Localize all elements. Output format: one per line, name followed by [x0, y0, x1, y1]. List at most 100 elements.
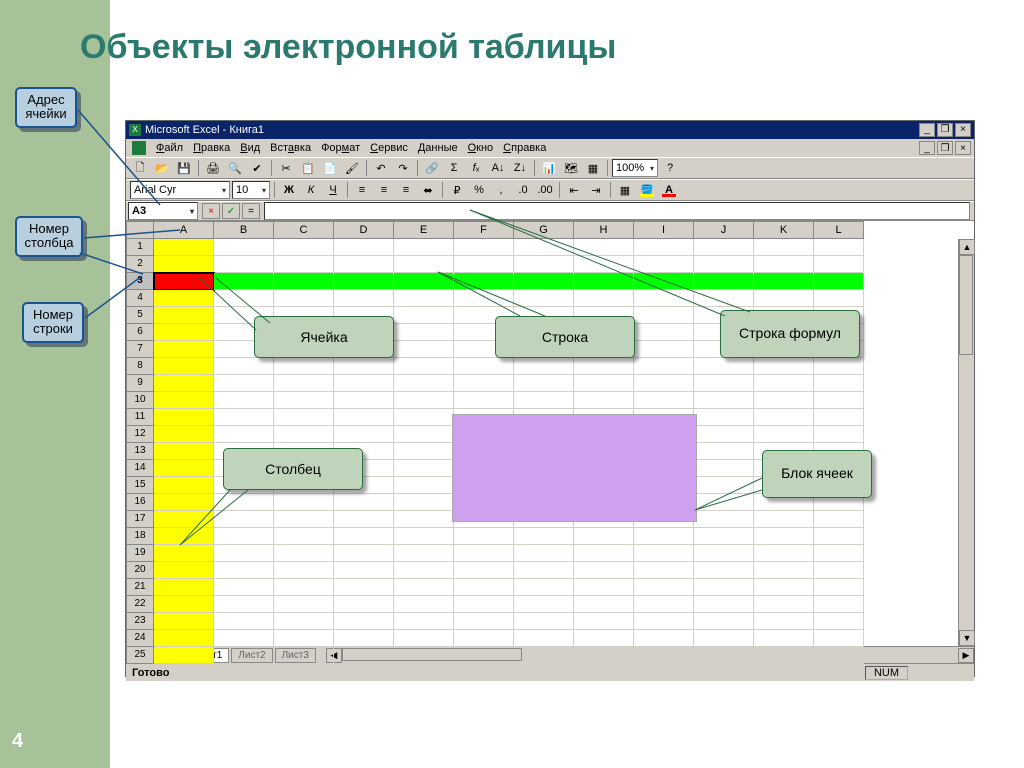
cell[interactable]: [814, 290, 864, 307]
cell[interactable]: [334, 375, 394, 392]
cell[interactable]: [574, 375, 634, 392]
cell[interactable]: [754, 545, 814, 562]
cell[interactable]: [154, 579, 214, 596]
cell[interactable]: [694, 613, 754, 630]
scroll-thumb-h[interactable]: [342, 648, 522, 661]
cell[interactable]: [394, 545, 454, 562]
cell[interactable]: [394, 596, 454, 613]
cell[interactable]: [694, 630, 754, 647]
cell[interactable]: [454, 596, 514, 613]
minimize-button[interactable]: _: [919, 123, 935, 137]
fx-icon[interactable]: fₓ: [466, 159, 486, 177]
undo-icon[interactable]: ↶: [371, 159, 391, 177]
sum-icon[interactable]: Σ: [444, 159, 464, 177]
cell[interactable]: [634, 341, 694, 358]
cell[interactable]: [634, 630, 694, 647]
cell[interactable]: [394, 239, 454, 256]
cell[interactable]: [454, 358, 514, 375]
cell[interactable]: [814, 426, 864, 443]
cell[interactable]: [394, 307, 454, 324]
merge-icon[interactable]: ⬌: [418, 181, 438, 199]
menu-data[interactable]: Данные: [418, 142, 458, 154]
cell[interactable]: [634, 545, 694, 562]
cell[interactable]: [214, 647, 274, 664]
cell[interactable]: [754, 630, 814, 647]
cell[interactable]: [394, 273, 454, 290]
cell[interactable]: [214, 579, 274, 596]
cell[interactable]: [634, 528, 694, 545]
row-header[interactable]: 1: [126, 239, 154, 256]
menu-format[interactable]: Формат: [321, 142, 360, 154]
cell[interactable]: [514, 596, 574, 613]
cell[interactable]: [634, 273, 694, 290]
cell[interactable]: [454, 562, 514, 579]
cell[interactable]: [754, 392, 814, 409]
new-icon[interactable]: 🗋: [130, 159, 150, 177]
cell[interactable]: [514, 358, 574, 375]
row-header[interactable]: 10: [126, 392, 154, 409]
cell[interactable]: [334, 545, 394, 562]
enter-formula-icon[interactable]: ✓: [222, 203, 240, 219]
cell[interactable]: [454, 273, 514, 290]
cell[interactable]: [574, 545, 634, 562]
cell[interactable]: [694, 358, 754, 375]
cell[interactable]: [814, 545, 864, 562]
cell[interactable]: [754, 596, 814, 613]
cell[interactable]: [394, 392, 454, 409]
cell[interactable]: [634, 375, 694, 392]
cell[interactable]: [634, 358, 694, 375]
column-header[interactable]: A: [154, 221, 214, 239]
cell[interactable]: [394, 375, 454, 392]
row-header[interactable]: 24: [126, 630, 154, 647]
cell[interactable]: [394, 324, 454, 341]
cell[interactable]: [754, 290, 814, 307]
row-header[interactable]: 16: [126, 494, 154, 511]
indent-dec-icon[interactable]: ⇤: [564, 181, 584, 199]
cell[interactable]: [754, 579, 814, 596]
cell[interactable]: [214, 545, 274, 562]
doc-close-button[interactable]: ×: [955, 141, 971, 155]
comma-icon[interactable]: ,: [491, 181, 511, 199]
cut-icon[interactable]: ✂: [276, 159, 296, 177]
cell[interactable]: [454, 613, 514, 630]
cell[interactable]: [334, 290, 394, 307]
cell[interactable]: [394, 341, 454, 358]
cell[interactable]: [274, 579, 334, 596]
cell[interactable]: [754, 613, 814, 630]
indent-inc-icon[interactable]: ⇥: [586, 181, 606, 199]
paste-icon[interactable]: 📄: [320, 159, 340, 177]
column-header[interactable]: L: [814, 221, 864, 239]
cell[interactable]: [454, 528, 514, 545]
cell[interactable]: [754, 375, 814, 392]
row-header[interactable]: 25: [126, 647, 154, 664]
cell[interactable]: [634, 392, 694, 409]
cell[interactable]: [694, 460, 754, 477]
cell[interactable]: [214, 256, 274, 273]
cell[interactable]: [634, 256, 694, 273]
cell[interactable]: [154, 460, 214, 477]
cell[interactable]: [274, 239, 334, 256]
menu-edit[interactable]: Правка: [193, 142, 230, 154]
redo-icon[interactable]: ↷: [393, 159, 413, 177]
row-header[interactable]: 5: [126, 307, 154, 324]
cell[interactable]: [394, 528, 454, 545]
column-header[interactable]: E: [394, 221, 454, 239]
cell[interactable]: [694, 256, 754, 273]
menu-help[interactable]: Справка: [503, 142, 546, 154]
column-header[interactable]: G: [514, 221, 574, 239]
cell[interactable]: [814, 375, 864, 392]
cell[interactable]: [154, 426, 214, 443]
cell[interactable]: [694, 375, 754, 392]
cell[interactable]: [694, 596, 754, 613]
column-header[interactable]: I: [634, 221, 694, 239]
cell[interactable]: [814, 273, 864, 290]
column-header[interactable]: K: [754, 221, 814, 239]
cell[interactable]: [214, 290, 274, 307]
cell[interactable]: [814, 579, 864, 596]
cell[interactable]: [274, 426, 334, 443]
cell[interactable]: [334, 426, 394, 443]
cell[interactable]: [394, 290, 454, 307]
cell[interactable]: [394, 613, 454, 630]
cell[interactable]: [634, 613, 694, 630]
cell[interactable]: [514, 545, 574, 562]
